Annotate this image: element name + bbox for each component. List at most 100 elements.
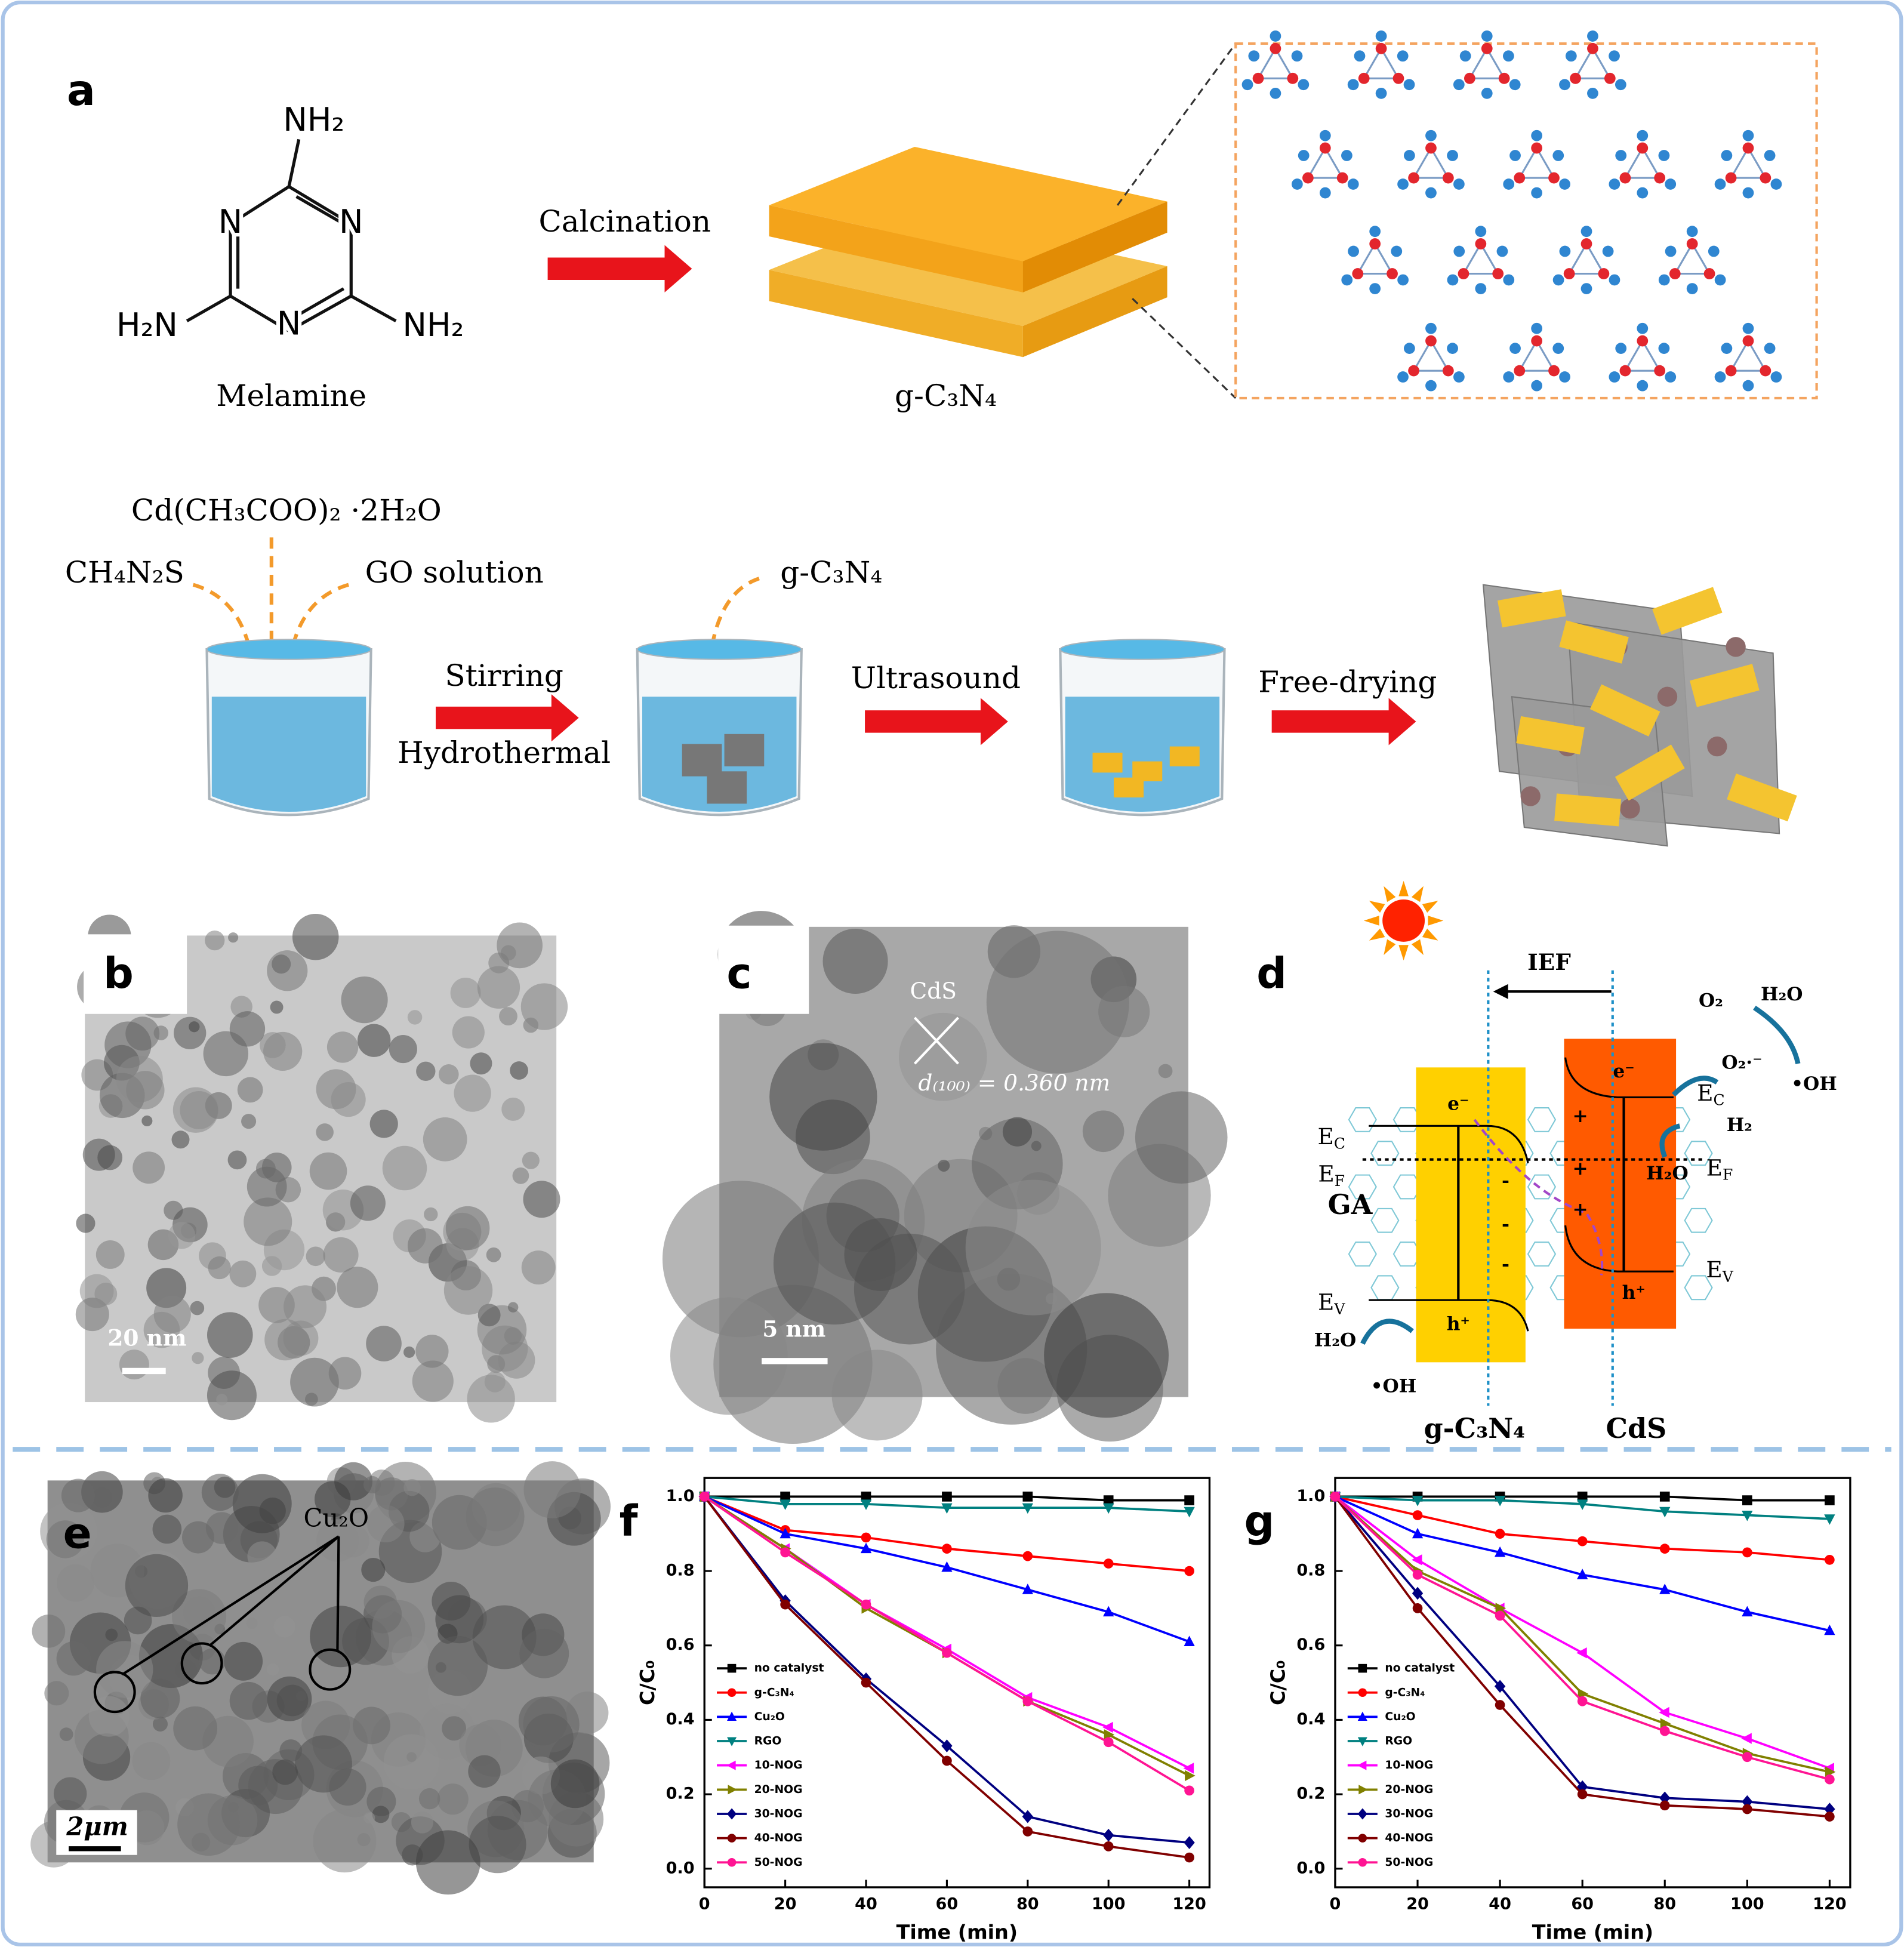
lattice-atom [1770,178,1782,190]
micrograph-feature [214,1476,236,1498]
micrograph-feature [227,1150,247,1170]
micrograph-feature [207,1370,257,1421]
x-tick-label: 100 [1730,1895,1764,1914]
y-tick-label: 1.0 [1296,1487,1325,1505]
lattice-atom [1403,343,1415,354]
lattice-atom [1408,172,1419,184]
x-tick-label: 80 [1016,1895,1039,1914]
lattice-bond [1462,242,1500,275]
lattice-bond [1518,146,1556,179]
marker [1742,1511,1753,1521]
lattice-atom [1341,274,1353,286]
plot-frame [703,1477,1211,1889]
energy-subscript: V [1333,1300,1345,1317]
zoom-line [1116,43,1237,206]
graphene-hex [1684,1141,1713,1166]
y-tick-label: 0.0 [1296,1859,1325,1877]
marker [1741,1733,1752,1744]
micrograph-feature [670,1297,788,1415]
lattice-atom [1654,365,1666,377]
marker [1022,1492,1033,1502]
lattice-atom [1369,283,1381,294]
micrograph-feature [769,1043,877,1151]
lattice-atom [1252,72,1264,84]
micrograph-feature [499,1007,517,1026]
micrograph-feature [229,1681,268,1720]
legend-label: 40-NOG [1385,1832,1433,1844]
energy-symbol: E [1318,1289,1334,1315]
micrograph-feature [363,1475,381,1493]
slab-side [1022,266,1167,358]
micrograph-feature [173,1706,218,1751]
gcn-ribbon [1652,587,1723,635]
micrograph-feature [75,1297,109,1332]
lattice-atom [1714,178,1726,190]
band-edge [1564,1057,1674,1098]
beaker-glass [1059,648,1226,817]
marker [1495,1700,1505,1710]
sun-ray [1369,901,1385,913]
micrograph-feature [357,1024,391,1057]
micrograph-feature [205,1512,238,1544]
lattice-atom [1347,79,1359,91]
micrograph-feature [361,1557,386,1582]
lattice-bond [1362,47,1400,79]
micrograph-feature [341,976,388,1024]
micrograph-feature [512,1167,529,1184]
step-label: Hydrothermal [398,735,611,770]
micrograph-feature [375,1477,408,1511]
lattice-atom [1453,371,1465,383]
lattice-atom [1447,150,1458,161]
micrograph-feature [57,1564,95,1602]
compound-name: Melamine [216,378,366,413]
micrograph-feature [1098,985,1150,1037]
legend-label: RGO [754,1735,782,1748]
micrograph-feature [520,983,568,1030]
graphene-hex [1348,1174,1377,1200]
marker [1412,1554,1422,1566]
marker [1577,1696,1588,1706]
marker [1022,1551,1033,1561]
micrograph-feature [965,1179,1101,1316]
micrograph-feature [519,1628,569,1678]
micrograph-feature [454,1074,491,1112]
micrograph-feature [337,1267,378,1308]
lattice-bond [1673,242,1711,275]
graphene-hex [1370,1141,1400,1166]
lattice-atom [1559,178,1570,190]
marker [1184,1635,1195,1647]
lattice-atom [1442,172,1454,184]
lattice-atom [1531,187,1543,199]
legend-label: 50-NOG [1385,1856,1433,1869]
micrograph-feature [407,1228,443,1264]
lattice-bond [1256,47,1295,79]
micrograph-feature [411,1811,434,1834]
y-tick-label: 0.4 [666,1710,695,1729]
marker [942,1647,952,1658]
energy-symbol: E [1706,1154,1723,1181]
slab-front [769,205,1023,292]
lattice-atom [1475,226,1487,238]
x-tick-label: 100 [1092,1895,1126,1914]
lattice-atom [1270,30,1281,42]
micrograph-feature [152,1716,168,1732]
micrograph-feature [1082,1110,1124,1153]
marker [780,1499,791,1510]
energy-level: EV [1706,1256,1733,1285]
marker [1577,1536,1588,1546]
band-annotation: •OH [1791,1073,1837,1095]
marker [699,1492,710,1502]
lattice-atom [1375,87,1387,99]
micrograph-feature [228,932,239,943]
legend-marker [727,1711,737,1721]
marker [941,1561,953,1572]
micrograph-feature [316,1123,334,1141]
micrograph-feature [326,1031,359,1063]
gcn-ribbon [1690,664,1760,707]
micrograph-feature [76,1213,95,1233]
double-bond [295,195,345,226]
lattice-atom [1369,238,1381,249]
energy-symbol: E [1697,1080,1713,1106]
material-label: g-C₃N₄ [1424,1412,1526,1444]
